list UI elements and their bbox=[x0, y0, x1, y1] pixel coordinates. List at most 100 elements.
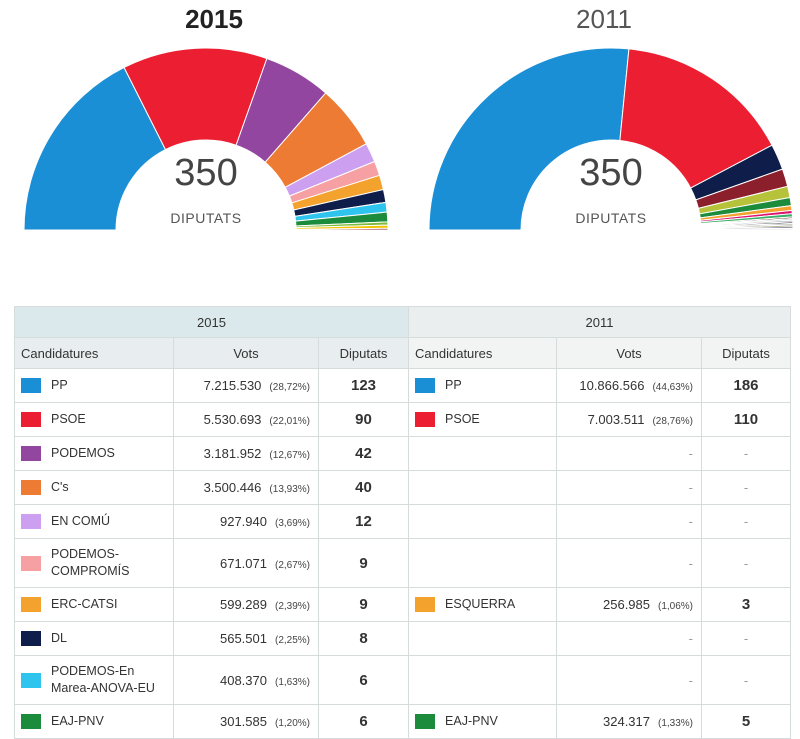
table-row: PSOE 5.530.693 (22,01%) 90 PSOE 7.003.511… bbox=[14, 402, 792, 437]
candidature-cell-2011 bbox=[408, 538, 558, 588]
party-color-swatch bbox=[21, 446, 41, 461]
votes-cell-2015: 408.370 (1,63%) bbox=[173, 655, 319, 705]
total-label-2011: DIPUTATS bbox=[575, 210, 647, 226]
seats-cell-2011: 5 bbox=[701, 704, 792, 739]
arc-segment-2011-0 bbox=[428, 47, 630, 231]
candidature-name-2015: EN COMÚ bbox=[51, 514, 111, 528]
party-color-swatch bbox=[21, 412, 41, 427]
total-label-2015: DIPUTATS bbox=[170, 210, 242, 226]
group-header-2015: 2015 bbox=[13, 306, 410, 338]
candidature-cell-2011: PP bbox=[408, 368, 558, 403]
votes-cell-2015: 927.940 (3,69%) bbox=[173, 504, 319, 539]
arc-segment-2011-16 bbox=[700, 227, 794, 231]
arc-segment-2015-0 bbox=[23, 66, 167, 231]
votes-cell-2011: - bbox=[556, 504, 703, 539]
candidature-cell-2011 bbox=[408, 436, 558, 471]
votes-cell-2015: 301.585 (1,20%) bbox=[173, 704, 319, 739]
table-row: DL 565.501 (2,25%) 8 - - bbox=[14, 621, 792, 656]
table-row: PP 7.215.530 (28,72%) 123 PP 10.866.566 (4… bbox=[14, 368, 792, 403]
votes-cell-2015: 3.181.952 (12,67%) bbox=[173, 436, 319, 471]
candidature-cell-2015: PODEMOS bbox=[14, 436, 174, 471]
seats-cell-2015: 8 bbox=[317, 621, 410, 656]
votes-cell-2015: 565.501 (2,25%) bbox=[173, 621, 319, 656]
seats-cell-2011: - bbox=[701, 538, 792, 588]
seats-cell-2011: - bbox=[701, 504, 792, 539]
col-header-vots-2011: Vots bbox=[556, 337, 703, 369]
candidature-cell-2011 bbox=[408, 470, 558, 505]
candidature-cell-2015: ERC-CATSI bbox=[14, 587, 174, 622]
party-color-swatch bbox=[21, 714, 41, 729]
col-header-vots-2015: Vots bbox=[173, 337, 319, 369]
candidature-name-2015: PODEMOS- COMPROMÍS bbox=[51, 547, 130, 578]
chart-title-2011: 2011 bbox=[576, 4, 632, 34]
col-header-diputats-2011: Diputats bbox=[701, 337, 792, 369]
chart-title-2015: 2015 bbox=[185, 4, 243, 34]
seats-cell-2015: 40 bbox=[317, 470, 410, 505]
seats-cell-2011: 186 bbox=[701, 368, 792, 403]
table-row: PODEMOS-En Marea-ANOVA-EU 408.370 (1,63%) … bbox=[14, 655, 792, 705]
party-color-swatch bbox=[415, 714, 436, 729]
arc-segment-2015-12 bbox=[295, 227, 389, 231]
candidature-cell-2015: PODEMOS-En Marea-ANOVA-EU bbox=[14, 655, 174, 705]
candidature-cell-2015: DL bbox=[14, 621, 174, 656]
votes-cell-2015: 7.215.530 (28,72%) bbox=[173, 368, 319, 403]
seats-cell-2015: 9 bbox=[317, 587, 410, 622]
seats-cell-2011: - bbox=[701, 436, 792, 471]
party-color-swatch bbox=[21, 672, 41, 688]
votes-cell-2011: 256.985 (1,06%) bbox=[556, 587, 703, 622]
candidature-name-2015: PODEMOS-En Marea-ANOVA-EU bbox=[51, 664, 155, 695]
party-color-swatch bbox=[415, 597, 436, 612]
seats-cell-2011: 110 bbox=[701, 402, 792, 437]
candidature-name-2015: EAJ-PNV bbox=[51, 714, 104, 728]
seats-cell-2011: - bbox=[701, 655, 792, 705]
party-color-swatch bbox=[21, 378, 41, 393]
votes-cell-2011: - bbox=[556, 621, 703, 656]
candidature-cell-2011: EAJ-PNV bbox=[408, 704, 558, 739]
votes-cell-2015: 3.500.446 (13,93%) bbox=[173, 470, 319, 505]
table-row: C's 3.500.446 (13,93%) 40 - - bbox=[14, 470, 792, 505]
candidature-name-2015: C's bbox=[51, 480, 69, 494]
candidature-cell-2015: PODEMOS- COMPROMÍS bbox=[14, 538, 174, 588]
seats-cell-2011: - bbox=[701, 470, 792, 505]
candidature-cell-2015: C's bbox=[14, 470, 174, 505]
candidature-cell-2011 bbox=[408, 621, 558, 656]
party-color-swatch bbox=[21, 514, 41, 529]
candidature-name-2015: PP bbox=[51, 378, 68, 392]
donut-charts bbox=[23, 47, 794, 231]
seats-cell-2015: 90 bbox=[317, 402, 410, 437]
party-color-swatch bbox=[415, 412, 436, 427]
party-color-swatch bbox=[21, 480, 41, 495]
results-table: 2015 2011 Candidatures Vots Diputats Can… bbox=[13, 306, 792, 739]
candidature-name-2011: EAJ-PNV bbox=[445, 714, 498, 728]
candidature-cell-2011: ESQUERRA bbox=[408, 587, 558, 622]
candidature-name-2011: PP bbox=[445, 378, 462, 392]
table-row: PODEMOS- COMPROMÍS 671.071 (2,67%) 9 - - bbox=[14, 538, 792, 588]
seats-cell-2015: 9 bbox=[317, 538, 410, 588]
party-color-swatch bbox=[21, 597, 41, 612]
seats-cell-2015: 12 bbox=[317, 504, 410, 539]
candidature-cell-2015: EN COMÚ bbox=[14, 504, 174, 539]
votes-cell-2011: - bbox=[556, 470, 703, 505]
candidature-name-2011: ESQUERRA bbox=[445, 597, 516, 611]
votes-cell-2015: 671.071 (2,67%) bbox=[173, 538, 319, 588]
total-seats-2011: 350 bbox=[579, 152, 643, 194]
charts-area: 2015 2011 350 DIPUTATS 350 DIPUTATS bbox=[0, 0, 800, 250]
seats-cell-2015: 42 bbox=[317, 436, 410, 471]
party-color-swatch bbox=[21, 555, 41, 571]
table-row: EAJ-PNV 301.585 (1,20%) 6 EAJ-PNV 324.317… bbox=[14, 704, 792, 739]
seats-cell-2015: 6 bbox=[317, 655, 410, 705]
candidature-name-2015: PODEMOS bbox=[51, 446, 115, 460]
candidature-cell-2015: PSOE bbox=[14, 402, 174, 437]
seats-cell-2015: 123 bbox=[317, 368, 410, 403]
votes-cell-2011: 324.317 (1,33%) bbox=[556, 704, 703, 739]
seats-cell-2015: 6 bbox=[317, 704, 410, 739]
candidature-name-2011: PSOE bbox=[445, 412, 480, 426]
candidature-cell-2015: PP bbox=[14, 368, 174, 403]
candidature-name-2015: PSOE bbox=[51, 412, 86, 426]
votes-cell-2011: 10.866.566 (44,63%) bbox=[556, 368, 703, 403]
candidature-cell-2011: PSOE bbox=[408, 402, 558, 437]
candidature-name-2015: DL bbox=[51, 631, 67, 645]
col-header-candidatures-2015: Candidatures bbox=[14, 337, 174, 369]
party-color-swatch bbox=[415, 378, 436, 393]
table-row: PODEMOS 3.181.952 (12,67%) 42 - - bbox=[14, 436, 792, 471]
